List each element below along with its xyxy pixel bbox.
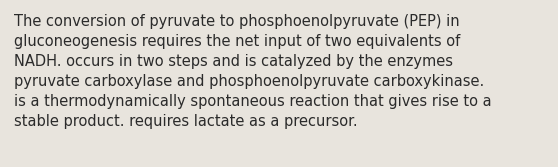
Text: The conversion of pyruvate to phosphoenolpyruvate (PEP) in
gluconeogenesis requi: The conversion of pyruvate to phosphoeno… [14,14,492,129]
